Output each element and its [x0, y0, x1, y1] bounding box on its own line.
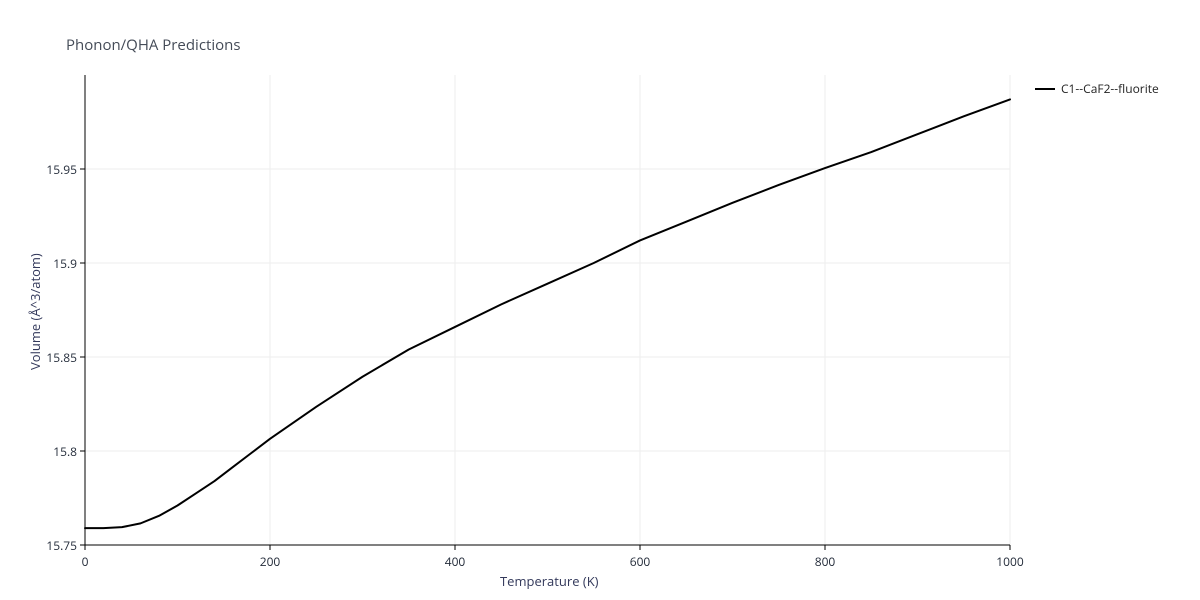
- plot-area: [0, 0, 1200, 600]
- y-tick-label: 15.95: [46, 161, 77, 178]
- x-tick-label: 400: [440, 553, 470, 570]
- chart-container: Phonon/QHA Predictions Volume (Å^3/atom)…: [0, 0, 1200, 600]
- x-tick-label: 1000: [995, 553, 1025, 570]
- legend-label: C1--CaF2--fluorite: [1061, 80, 1159, 97]
- y-tick-label: 15.75: [46, 537, 77, 554]
- x-tick-label: 200: [255, 553, 285, 570]
- x-tick-label: 800: [810, 553, 840, 570]
- y-tick-label: 15.8: [53, 443, 77, 460]
- legend-swatch: [1035, 88, 1055, 90]
- y-tick-label: 15.85: [46, 349, 77, 366]
- x-tick-label: 0: [70, 553, 100, 570]
- legend: C1--CaF2--fluorite: [1035, 80, 1159, 97]
- y-tick-label: 15.9: [53, 255, 77, 272]
- x-tick-label: 600: [625, 553, 655, 570]
